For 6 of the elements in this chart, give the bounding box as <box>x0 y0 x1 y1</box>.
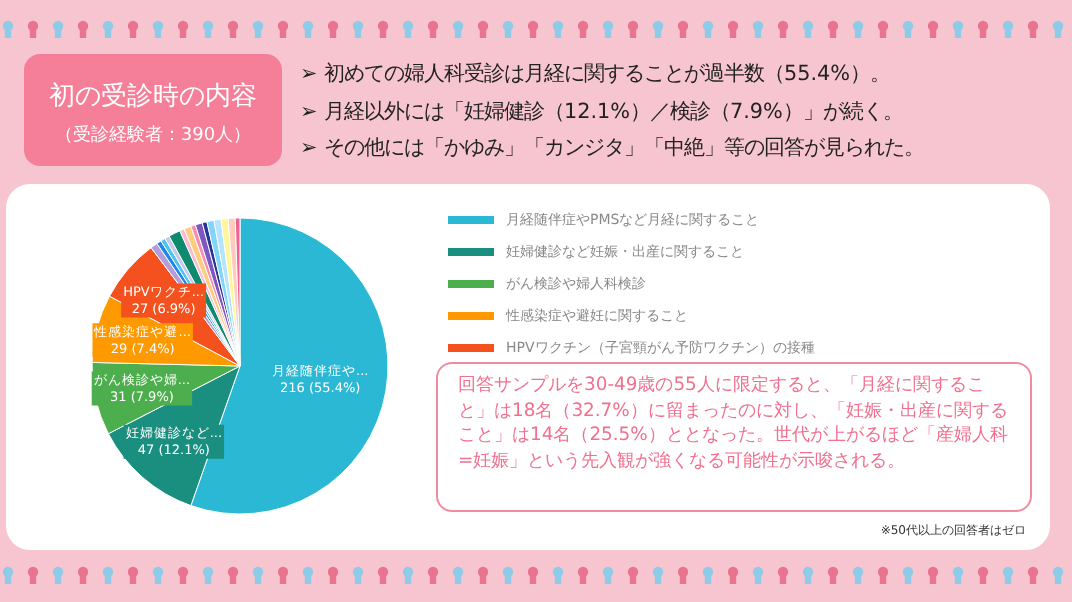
text: ➢ その他には「かゆみ」「カンジタ」「中絶」等の回答が見られた。 <box>300 134 925 164</box>
chart-title: 初の受診時の内容 <box>47 80 259 114</box>
text: 回答サンプルを30-49歳の55人に限定すると、「月経に関すること」は18名（32.7%）に留まったのに対し、「妊娠・出産に関すること」は14名（25.5%）ととなった。世代が上がるほど「産婦人科=妊娠」という先入観が強くなる可能性が示唆される。 <box>436 362 1032 512</box>
chart-subtitle: （受診経験者：390人） <box>52 123 254 148</box>
text: ➢ 初めての婦人科受診は月経に関することが過半数（55.4%）。 <box>300 60 893 90</box>
text: ➢ 月経以外には「妊婦健診（12.1%）／検診（7.9%）」が続く。 <box>300 97 905 127</box>
